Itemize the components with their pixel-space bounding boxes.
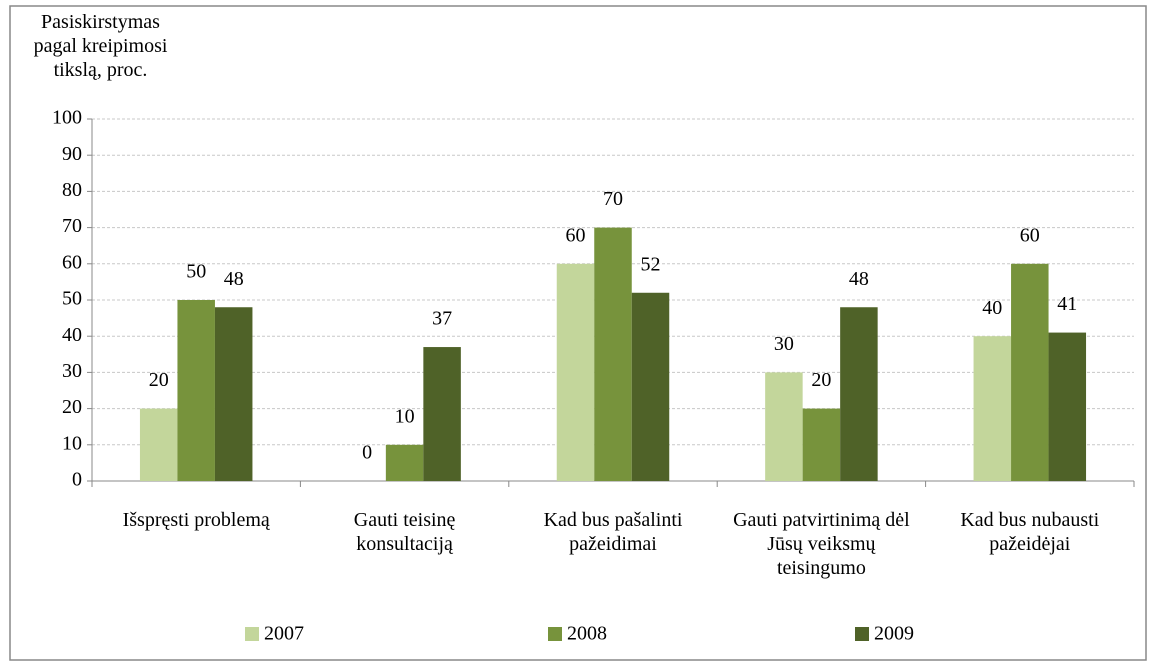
data-label: 37 bbox=[432, 308, 452, 330]
bar bbox=[556, 263, 595, 481]
bar bbox=[177, 300, 215, 481]
y-tick-label: 90 bbox=[62, 143, 82, 165]
data-label: 20 bbox=[149, 369, 169, 391]
x-tick-label: Išspręsti problemą bbox=[122, 509, 270, 531]
data-label: 48 bbox=[224, 268, 244, 290]
y-tick-label: 100 bbox=[52, 107, 82, 129]
x-tick-label: Kad bus pašalinti pažeidimai bbox=[543, 509, 683, 555]
data-label: 41 bbox=[1057, 293, 1077, 315]
y-tick-label: 70 bbox=[62, 215, 82, 237]
data-label: 10 bbox=[395, 405, 415, 427]
y-tick-label: 30 bbox=[62, 360, 82, 382]
bar bbox=[973, 336, 1012, 481]
data-label: 60 bbox=[1020, 224, 1040, 246]
data-label: 60 bbox=[566, 224, 586, 246]
data-label: 50 bbox=[186, 261, 206, 283]
y-tick-label: 10 bbox=[62, 432, 82, 454]
x-tick-label: Gauti patvirtinimą dėl Jūsų veiksmų teis… bbox=[733, 509, 910, 579]
y-tick-label: 20 bbox=[62, 396, 82, 418]
x-tick-label: Kad bus nubausti pažeidėjai bbox=[960, 509, 1100, 555]
bar bbox=[139, 408, 178, 481]
data-label: 30 bbox=[774, 333, 794, 355]
y-tick-label: 60 bbox=[62, 251, 82, 273]
bar bbox=[423, 347, 461, 481]
y-tick-label: 0 bbox=[72, 469, 82, 491]
x-tick-label: Gauti teisinę konsultaciją bbox=[353, 509, 456, 555]
data-label: 0 bbox=[362, 442, 372, 464]
y-tick-label: 50 bbox=[62, 288, 82, 310]
data-label: 20 bbox=[811, 369, 831, 391]
bar bbox=[214, 307, 253, 481]
y-axis-title: Pasiskirstymas pagal kreipimosi tikslą, … bbox=[33, 11, 168, 81]
y-tick-label: 40 bbox=[62, 324, 82, 346]
data-label: 48 bbox=[849, 268, 869, 290]
data-label: 70 bbox=[603, 188, 623, 210]
data-label: 40 bbox=[982, 297, 1002, 319]
bar bbox=[594, 227, 632, 481]
bar bbox=[1011, 263, 1049, 481]
legend-swatch bbox=[855, 627, 869, 641]
bar bbox=[1048, 332, 1087, 481]
bar bbox=[802, 408, 841, 481]
bar bbox=[840, 307, 878, 481]
data-label: 52 bbox=[641, 253, 661, 275]
legend-label: 2008 bbox=[567, 623, 607, 645]
legend-label: 2007 bbox=[264, 623, 304, 645]
frame bbox=[9, 5, 1147, 661]
legend-swatch bbox=[548, 627, 562, 641]
y-tick-label: 80 bbox=[62, 179, 82, 201]
bar bbox=[631, 292, 670, 481]
bar bbox=[385, 444, 424, 481]
legend-swatch bbox=[245, 627, 259, 641]
legend-label: 2009 bbox=[874, 623, 914, 645]
bar bbox=[765, 372, 803, 481]
